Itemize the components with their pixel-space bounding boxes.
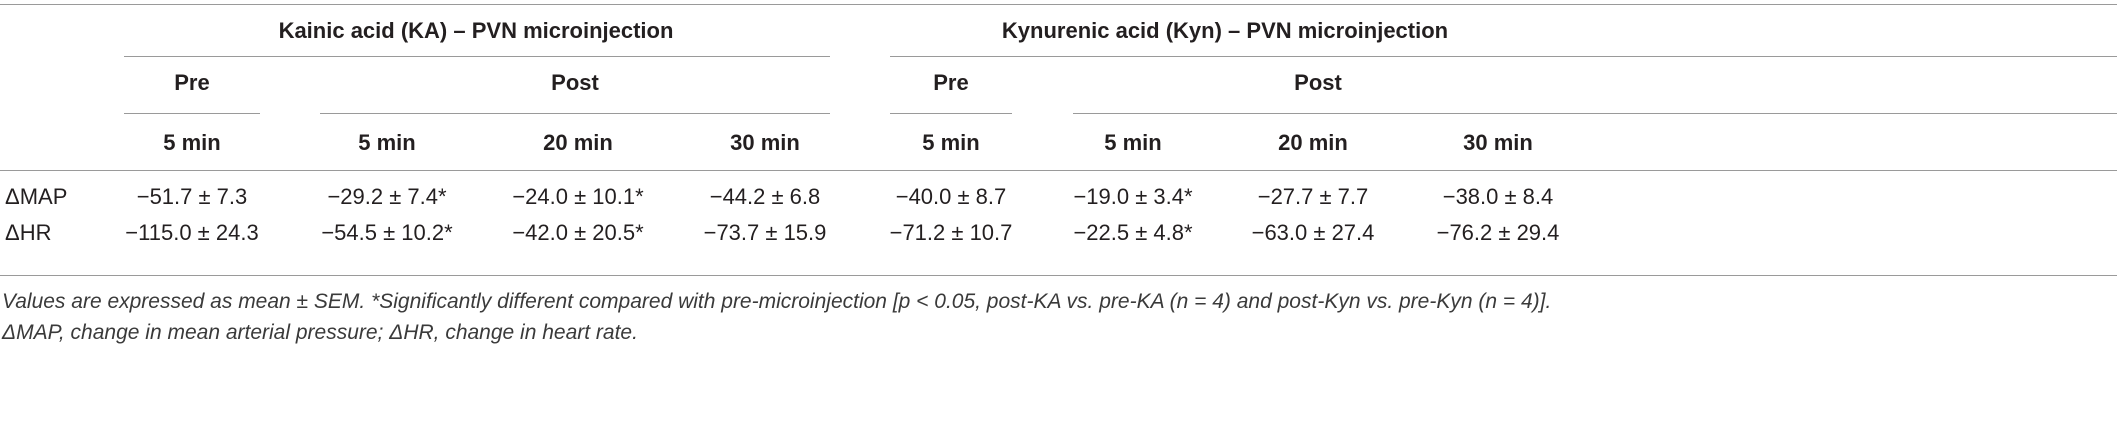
table-cell: −76.2 ± 29.4 — [1436, 220, 1560, 245]
phase-header-ka-pre: Pre — [174, 70, 210, 95]
time-header-col6: 5 min — [1104, 130, 1162, 155]
time-header-col8: 30 min — [1463, 130, 1533, 155]
time-header-col7: 20 min — [1278, 130, 1348, 155]
group-underline-kyn — [890, 56, 2117, 57]
table-cell: −73.7 ± 15.9 — [703, 220, 827, 245]
header-bottom-rule — [0, 170, 2117, 171]
table-bottom-rule — [0, 275, 2117, 276]
table-cell: −19.0 ± 3.4* — [1073, 184, 1193, 209]
table-top-rule — [0, 4, 2117, 5]
time-header-col4: 30 min — [730, 130, 800, 155]
table-cell: −63.0 ± 27.4 — [1251, 220, 1375, 245]
table-cell: −27.7 ± 7.7 — [1257, 184, 1369, 209]
phase-header-kyn-post: Post — [1294, 70, 1342, 95]
time-header-col1: 5 min — [163, 130, 221, 155]
table-cell: −115.0 ± 24.3 — [125, 220, 259, 245]
table-cell: −44.2 ± 6.8 — [709, 184, 821, 209]
phase-underline-ka-pre — [124, 113, 260, 114]
phase-underline-ka-post — [320, 113, 830, 114]
table-cell: −38.0 ± 8.4 — [1442, 184, 1554, 209]
table-cell: −40.0 ± 8.7 — [895, 184, 1007, 209]
table-cell: −22.5 ± 4.8* — [1073, 220, 1193, 245]
group-header-ka: Kainic acid (KA) – PVN microinjection — [278, 18, 674, 43]
footnote-line-2: ΔMAP, change in mean arterial pressure; … — [2, 321, 638, 344]
table-cell: −24.0 ± 10.1* — [512, 184, 644, 209]
table-cell: −51.7 ± 7.3 — [136, 184, 248, 209]
group-underline-ka — [124, 56, 830, 57]
table-cell: −29.2 ± 7.4* — [327, 184, 447, 209]
phase-underline-kyn-post — [1073, 113, 2117, 114]
time-header-col5: 5 min — [922, 130, 980, 155]
phase-underline-kyn-pre — [890, 113, 1012, 114]
phase-header-kyn-pre: Pre — [933, 70, 969, 95]
row-label-map: ΔMAP — [5, 184, 68, 209]
group-header-kyn: Kynurenic acid (Kyn) – PVN microinjectio… — [1001, 18, 1449, 43]
table-cell: −42.0 ± 20.5* — [512, 220, 644, 245]
phase-header-ka-post: Post — [551, 70, 599, 95]
time-header-col3: 20 min — [543, 130, 613, 155]
table-cell: −54.5 ± 10.2* — [321, 220, 453, 245]
time-header-col2: 5 min — [358, 130, 416, 155]
footnote-line-1: Values are expressed as mean ± SEM. *Sig… — [2, 290, 1552, 313]
table-cell: −71.2 ± 10.7 — [889, 220, 1013, 245]
row-label-hr: ΔHR — [5, 220, 52, 245]
